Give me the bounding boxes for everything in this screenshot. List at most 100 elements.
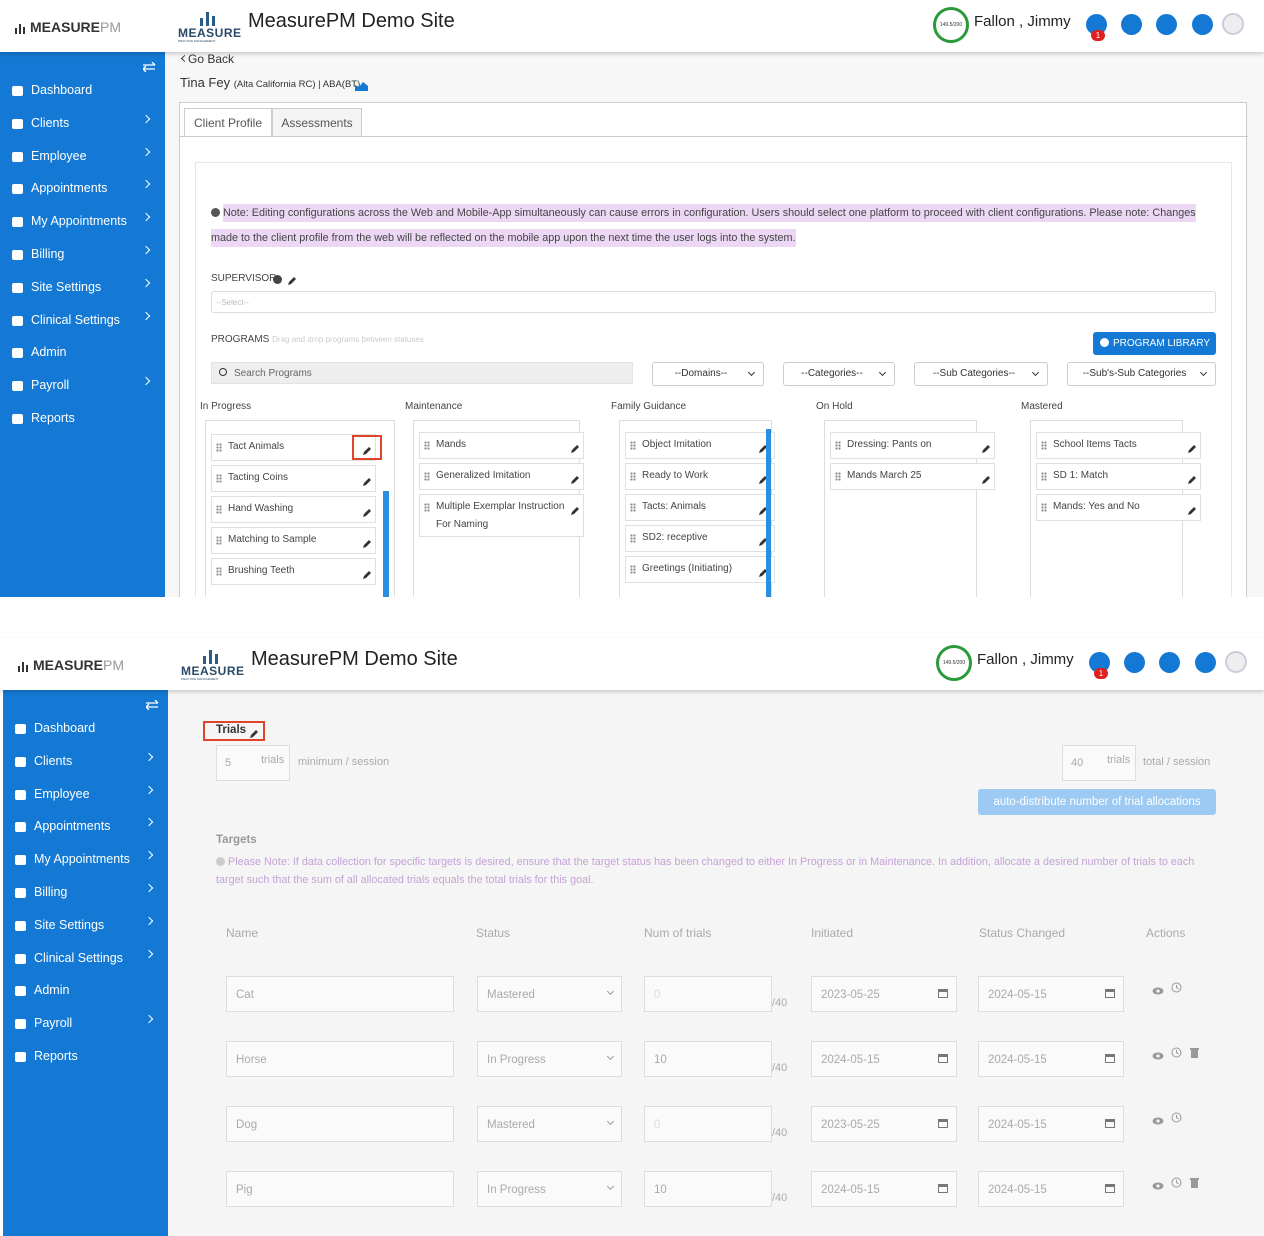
nav-item[interactable]: Reports xyxy=(0,409,165,429)
avatar[interactable] xyxy=(1225,651,1247,673)
nav-item[interactable]: My Appointments xyxy=(3,850,168,870)
status-select[interactable]: In Progress xyxy=(477,1041,622,1077)
target-name-input[interactable]: Horse xyxy=(226,1041,454,1077)
target-name-input[interactable]: Dog xyxy=(226,1106,454,1142)
initiated-date[interactable]: 2023-05-25 xyxy=(811,976,957,1012)
program-item[interactable]: SD 1: Match xyxy=(1036,463,1201,490)
nav-item[interactable]: Clinical Settings xyxy=(3,949,168,969)
trials-input[interactable]: 40 trials xyxy=(1062,745,1136,781)
initiated-date[interactable]: 2023-05-25 xyxy=(811,1106,957,1142)
delete-icon[interactable] xyxy=(1190,1175,1199,1188)
initiated-date[interactable]: 2024-05-15 xyxy=(811,1041,957,1077)
program-item[interactable]: School Items Tacts xyxy=(1036,432,1201,459)
view-icon[interactable] xyxy=(1152,1047,1164,1060)
nav-item[interactable]: Billing xyxy=(3,883,168,903)
status-changed-date[interactable]: 2024-05-15 xyxy=(978,1041,1124,1077)
program-item[interactable]: Tact Animals xyxy=(211,434,376,461)
num-trials-input[interactable]: 0 xyxy=(644,1106,772,1142)
nav-item[interactable]: Dashboard xyxy=(0,81,165,101)
go-back-link[interactable]: Go Back xyxy=(188,52,235,66)
nav-item[interactable]: Clients xyxy=(3,752,168,772)
program-item[interactable]: Multiple Exemplar Instruction For Naming xyxy=(419,494,584,537)
nav-item[interactable]: Clinical Settings xyxy=(0,311,165,331)
program-item[interactable]: SD2: receptive xyxy=(625,525,775,552)
header-icon-button[interactable] xyxy=(1192,14,1213,35)
view-icon[interactable] xyxy=(1152,982,1164,995)
program-item[interactable]: Generalized Imitation xyxy=(419,463,584,490)
header-icon-button[interactable] xyxy=(1086,14,1107,35)
header-icon-button[interactable] xyxy=(1159,652,1180,673)
num-trials-input[interactable]: 0 xyxy=(644,976,772,1012)
user-name[interactable]: Fallon , Jimmy xyxy=(974,13,1071,30)
nav-item[interactable]: Admin xyxy=(0,343,165,363)
num-trials-input[interactable]: 10 xyxy=(644,1041,772,1077)
nav-item[interactable]: My Appointments xyxy=(0,212,165,232)
supervisor-select[interactable]: --Select-- xyxy=(211,291,1216,313)
filter-select[interactable]: --Categories-- xyxy=(783,362,895,386)
nav-item[interactable]: Appointments xyxy=(3,817,168,837)
user-name[interactable]: Fallon , Jimmy xyxy=(977,651,1074,668)
num-trials-input[interactable]: 10 xyxy=(644,1171,772,1207)
program-item[interactable]: Brushing Teeth xyxy=(211,558,376,585)
status-select[interactable]: Mastered xyxy=(477,976,622,1012)
auto-distribute-button[interactable]: auto-distribute number of trial allocati… xyxy=(978,789,1216,815)
history-icon[interactable] xyxy=(1171,1175,1182,1188)
header-icon-button[interactable] xyxy=(1089,652,1110,673)
program-item[interactable]: Mands: Yes and No xyxy=(1036,494,1201,521)
nav-item[interactable]: Admin xyxy=(3,981,168,1001)
drag-handle xyxy=(1041,441,1047,450)
tab[interactable]: Assessments xyxy=(272,108,362,137)
nav-item[interactable]: Site Settings xyxy=(0,278,165,298)
filter-select[interactable]: --Sub Categories-- xyxy=(914,362,1048,386)
program-item[interactable]: Tacting Coins xyxy=(211,465,376,492)
program-item[interactable]: Mands xyxy=(419,432,584,459)
initiated-date[interactable]: 2024-05-15 xyxy=(811,1171,957,1207)
program-item[interactable]: Ready to Work xyxy=(625,463,775,490)
nav-chevron xyxy=(144,916,154,926)
view-icon[interactable] xyxy=(1152,1177,1164,1190)
header-icon-button[interactable] xyxy=(1156,14,1177,35)
history-icon[interactable] xyxy=(1171,980,1182,993)
program-library-button[interactable]: PROGRAM LIBRARY xyxy=(1093,332,1216,355)
program-item[interactable]: Matching to Sample xyxy=(211,527,376,554)
program-item[interactable]: Greetings (Initiating) xyxy=(625,556,775,583)
view-icon[interactable] xyxy=(1152,1112,1164,1125)
program-item[interactable]: Tacts: Animals xyxy=(625,494,775,521)
program-item[interactable]: Mands March 25 xyxy=(830,463,995,490)
nav-item[interactable]: Billing xyxy=(0,245,165,265)
header-icon-button[interactable] xyxy=(1195,652,1216,673)
history-icon[interactable] xyxy=(1171,1045,1182,1058)
nav-item[interactable]: Dashboard xyxy=(3,719,168,739)
nav-item[interactable]: Clients xyxy=(0,114,165,134)
nav-item[interactable]: Employee xyxy=(0,147,165,167)
nav-item[interactable]: Payroll xyxy=(0,376,165,396)
history-icon[interactable] xyxy=(1171,1110,1182,1123)
status-changed-date[interactable]: 2024-05-15 xyxy=(978,976,1124,1012)
filter-select[interactable]: --Domains-- xyxy=(652,362,764,386)
program-item[interactable]: Hand Washing xyxy=(211,496,376,523)
status-changed-date[interactable]: 2024-05-15 xyxy=(978,1171,1124,1207)
nav-item[interactable]: Reports xyxy=(3,1047,168,1067)
delete-icon[interactable] xyxy=(1190,1045,1199,1058)
program-item[interactable]: Dressing: Pants on xyxy=(830,432,995,459)
program-item[interactable]: Object Imitation xyxy=(625,432,775,459)
trials-input[interactable]: 5 trials xyxy=(216,745,290,781)
search-programs[interactable]: Search Programs xyxy=(211,362,633,384)
trials-label: Trials xyxy=(216,724,247,736)
nav-label: Admin xyxy=(34,983,70,998)
filter-select[interactable]: --Sub's-Sub Categories xyxy=(1067,362,1216,386)
help-icon xyxy=(273,275,282,284)
nav-item[interactable]: Employee xyxy=(3,785,168,805)
target-name-input[interactable]: Cat xyxy=(226,976,454,1012)
status-changed-date[interactable]: 2024-05-15 xyxy=(978,1106,1124,1142)
nav-item[interactable]: Site Settings xyxy=(3,916,168,936)
nav-item[interactable]: Appointments xyxy=(0,179,165,199)
nav-item[interactable]: Payroll xyxy=(3,1014,168,1034)
target-name-input[interactable]: Pig xyxy=(226,1171,454,1207)
status-select[interactable]: Mastered xyxy=(477,1106,622,1142)
header-icon-button[interactable] xyxy=(1121,14,1142,35)
avatar[interactable] xyxy=(1222,13,1244,35)
tab[interactable]: Client Profile xyxy=(184,108,272,137)
status-select[interactable]: In Progress xyxy=(477,1171,622,1207)
header-icon-button[interactable] xyxy=(1124,652,1145,673)
